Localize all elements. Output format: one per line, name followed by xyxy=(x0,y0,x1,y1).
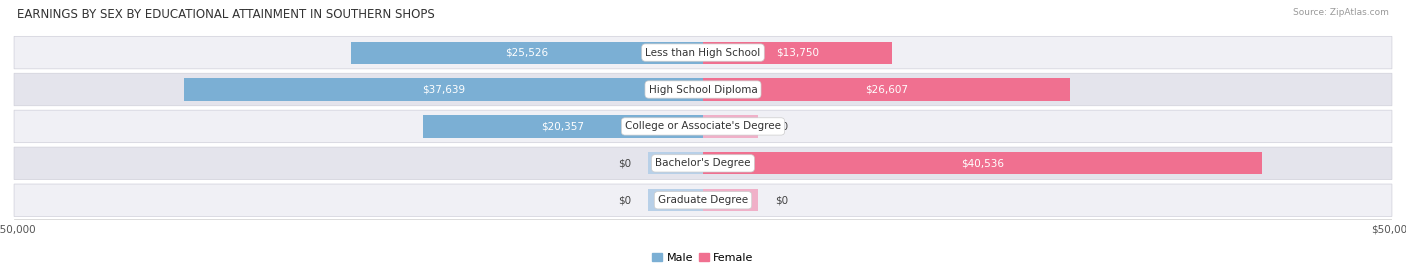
Bar xyxy=(184,79,703,101)
Text: $25,526: $25,526 xyxy=(506,48,548,58)
Text: EARNINGS BY SEX BY EDUCATIONAL ATTAINMENT IN SOUTHERN SHOPS: EARNINGS BY SEX BY EDUCATIONAL ATTAINMEN… xyxy=(17,8,434,21)
Text: Source: ZipAtlas.com: Source: ZipAtlas.com xyxy=(1294,8,1389,17)
Text: $37,639: $37,639 xyxy=(422,84,465,94)
Text: Bachelor's Degree: Bachelor's Degree xyxy=(655,158,751,168)
Legend: Male, Female: Male, Female xyxy=(648,249,758,268)
Bar xyxy=(703,41,893,64)
Text: $20,357: $20,357 xyxy=(541,121,585,132)
Bar xyxy=(703,115,758,137)
Bar xyxy=(648,152,703,174)
Text: $0: $0 xyxy=(775,195,787,205)
Bar xyxy=(648,189,703,211)
Text: Graduate Degree: Graduate Degree xyxy=(658,195,748,205)
Text: $0: $0 xyxy=(619,158,631,168)
Bar xyxy=(703,79,1070,101)
Text: Less than High School: Less than High School xyxy=(645,48,761,58)
FancyBboxPatch shape xyxy=(14,147,1392,180)
Bar xyxy=(352,41,703,64)
FancyBboxPatch shape xyxy=(14,36,1392,69)
Text: $0: $0 xyxy=(619,195,631,205)
Text: $13,750: $13,750 xyxy=(776,48,820,58)
FancyBboxPatch shape xyxy=(14,110,1392,143)
Bar xyxy=(703,152,1261,174)
Bar xyxy=(423,115,703,137)
FancyBboxPatch shape xyxy=(14,184,1392,217)
Text: College or Associate's Degree: College or Associate's Degree xyxy=(626,121,780,132)
FancyBboxPatch shape xyxy=(14,73,1392,106)
Text: High School Diploma: High School Diploma xyxy=(648,84,758,94)
Bar xyxy=(703,189,758,211)
Text: $26,607: $26,607 xyxy=(865,84,908,94)
Text: $0: $0 xyxy=(775,121,787,132)
Text: $40,536: $40,536 xyxy=(960,158,1004,168)
